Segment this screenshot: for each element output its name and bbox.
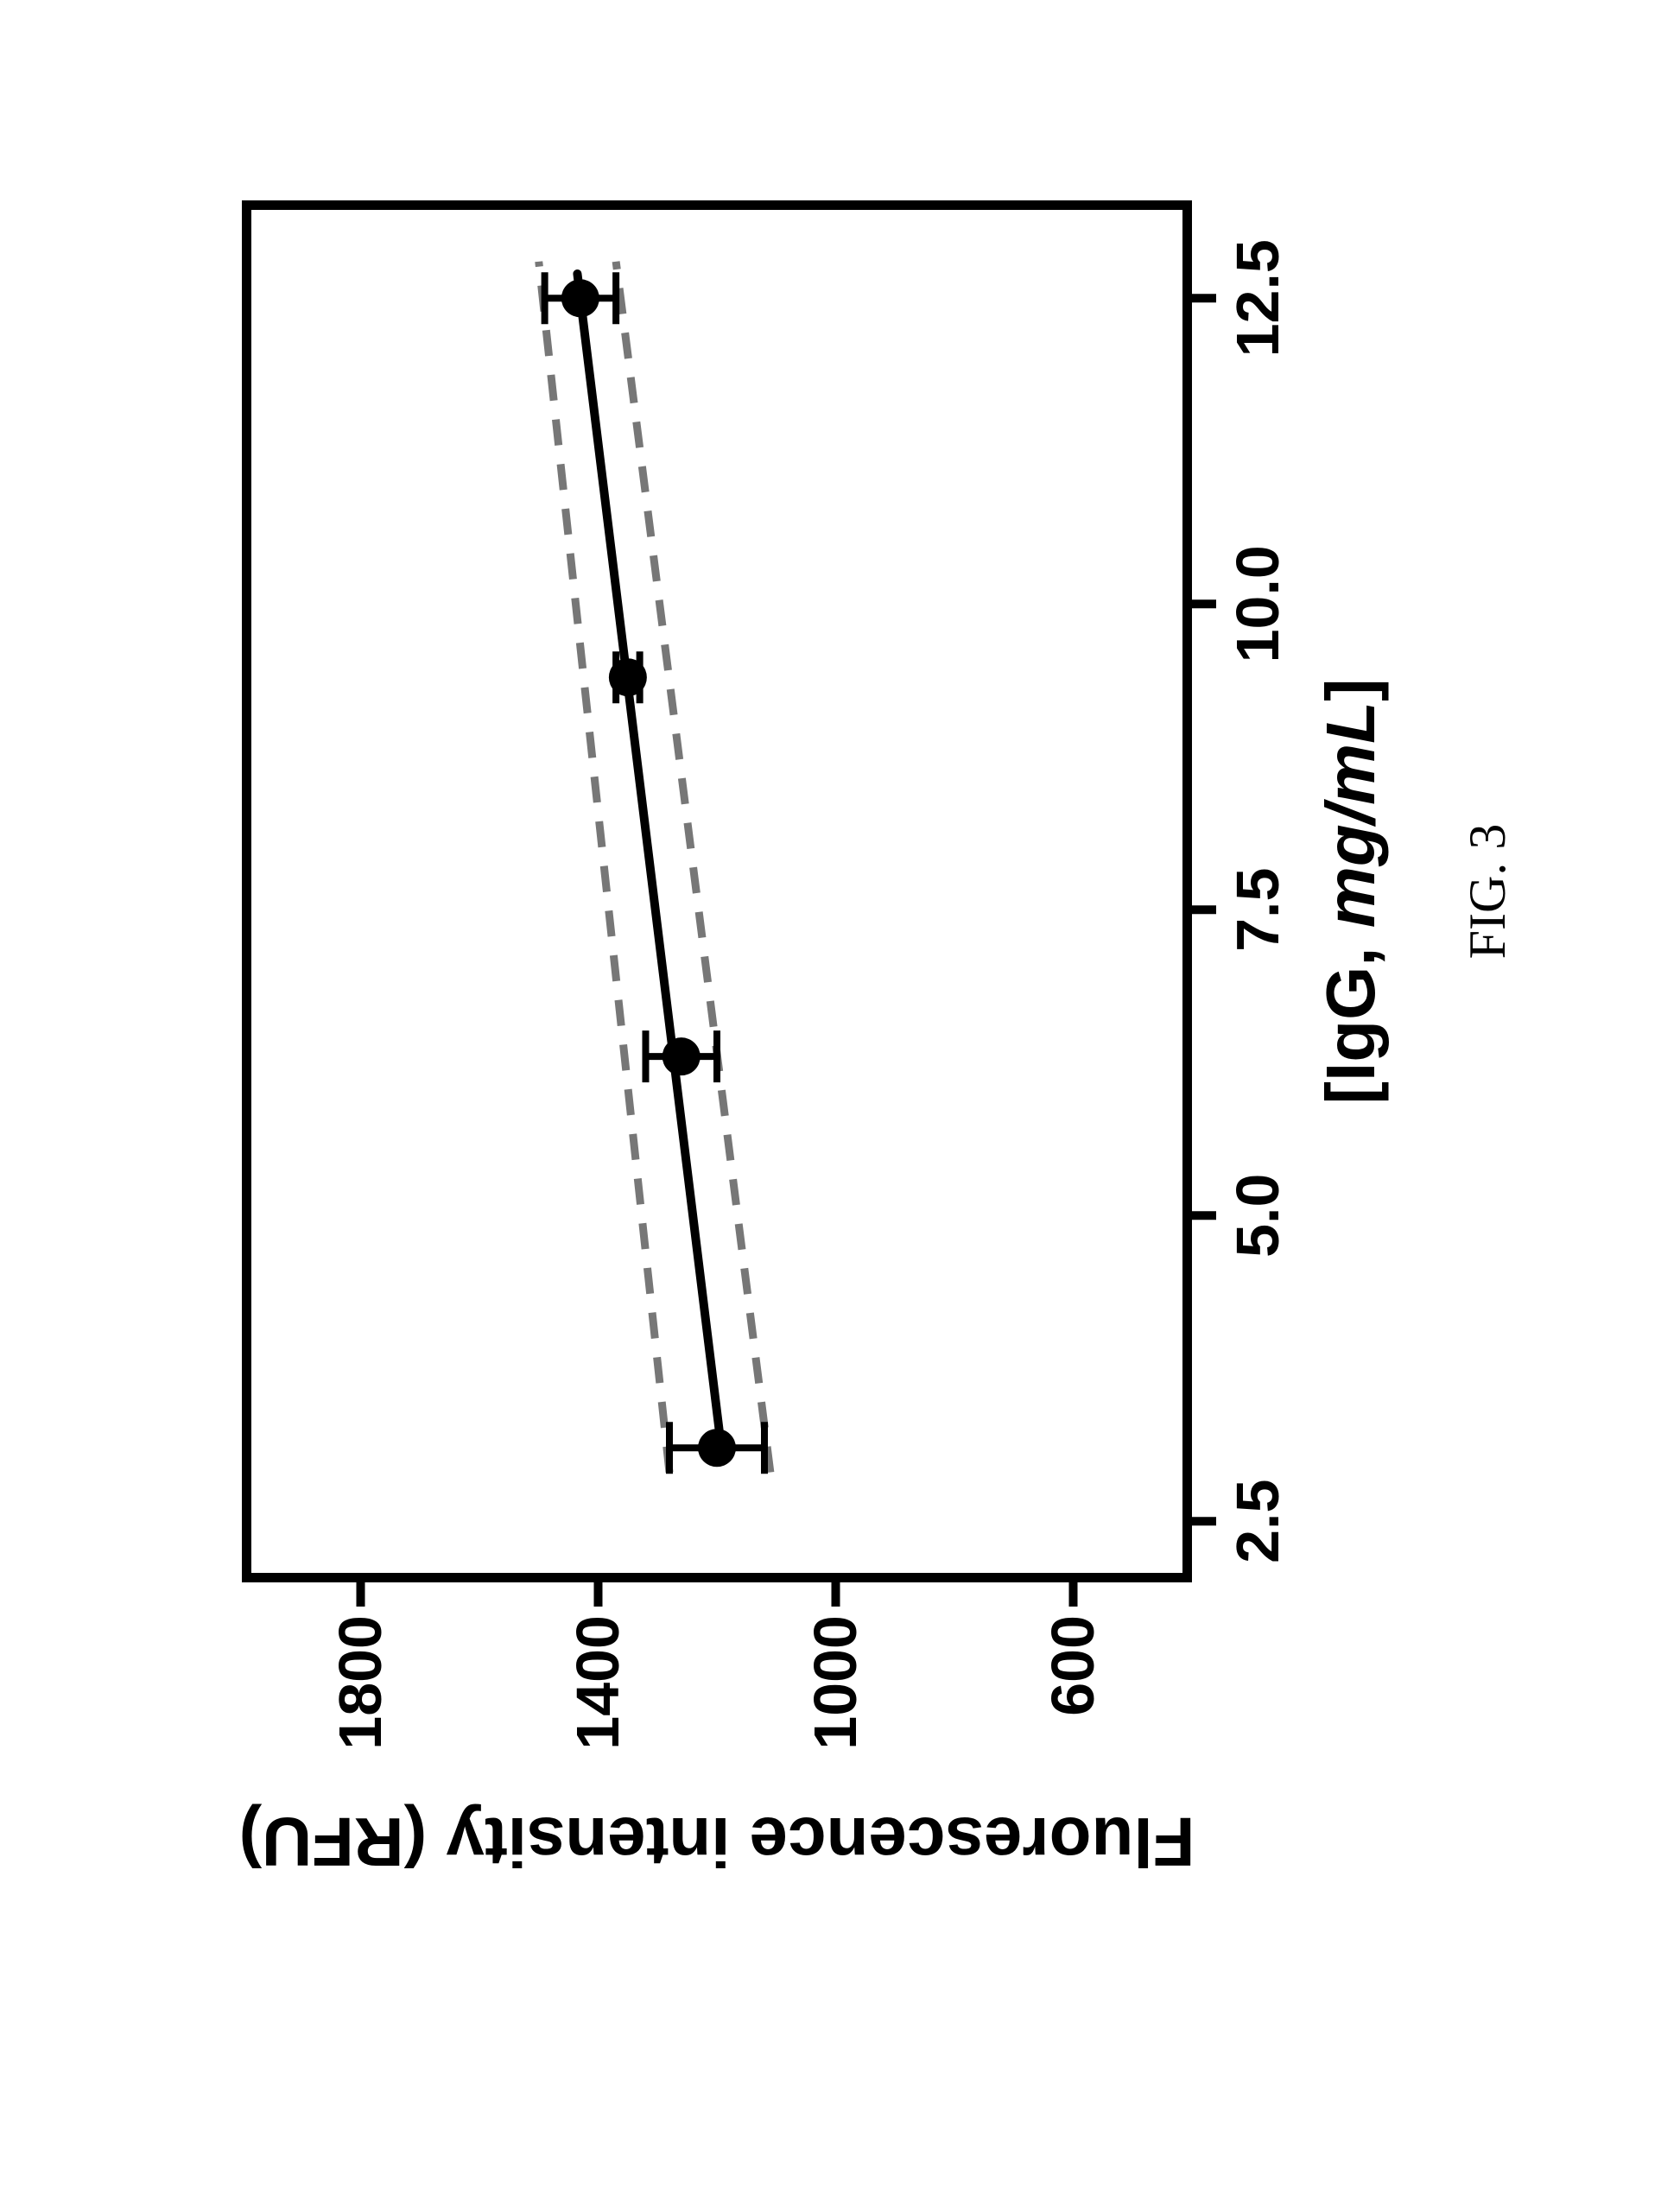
x-tick-label: 12.5 [1223,229,1292,367]
figure-caption: FIG. 3 [1458,824,1518,960]
y-tick-label: 1800 [326,1615,395,1750]
chart-landscape: Fluorescence intensity (RFU) [IgG, mg/mL… [0,0,1680,2187]
y-tick-label: 1400 [563,1615,632,1750]
x-axis-label: [IgG, mg/mL] [1311,678,1391,1104]
y-axis-label: Fluorescence intensity (RFU) [239,1802,1195,1881]
rotated-wrapper: Fluorescence intensity (RFU) [IgG, mg/mL… [0,0,1680,2187]
x-tick-label: 7.5 [1223,840,1292,979]
x-tick-label: 10.0 [1223,535,1292,673]
y-tick-label: 600 [1038,1615,1107,1716]
x-tick-label: 2.5 [1223,1452,1292,1590]
x-tick-label: 5.0 [1223,1146,1292,1284]
page: Fluorescence intensity (RFU) [IgG, mg/mL… [0,0,1680,2187]
y-tick-label: 1000 [801,1615,870,1750]
